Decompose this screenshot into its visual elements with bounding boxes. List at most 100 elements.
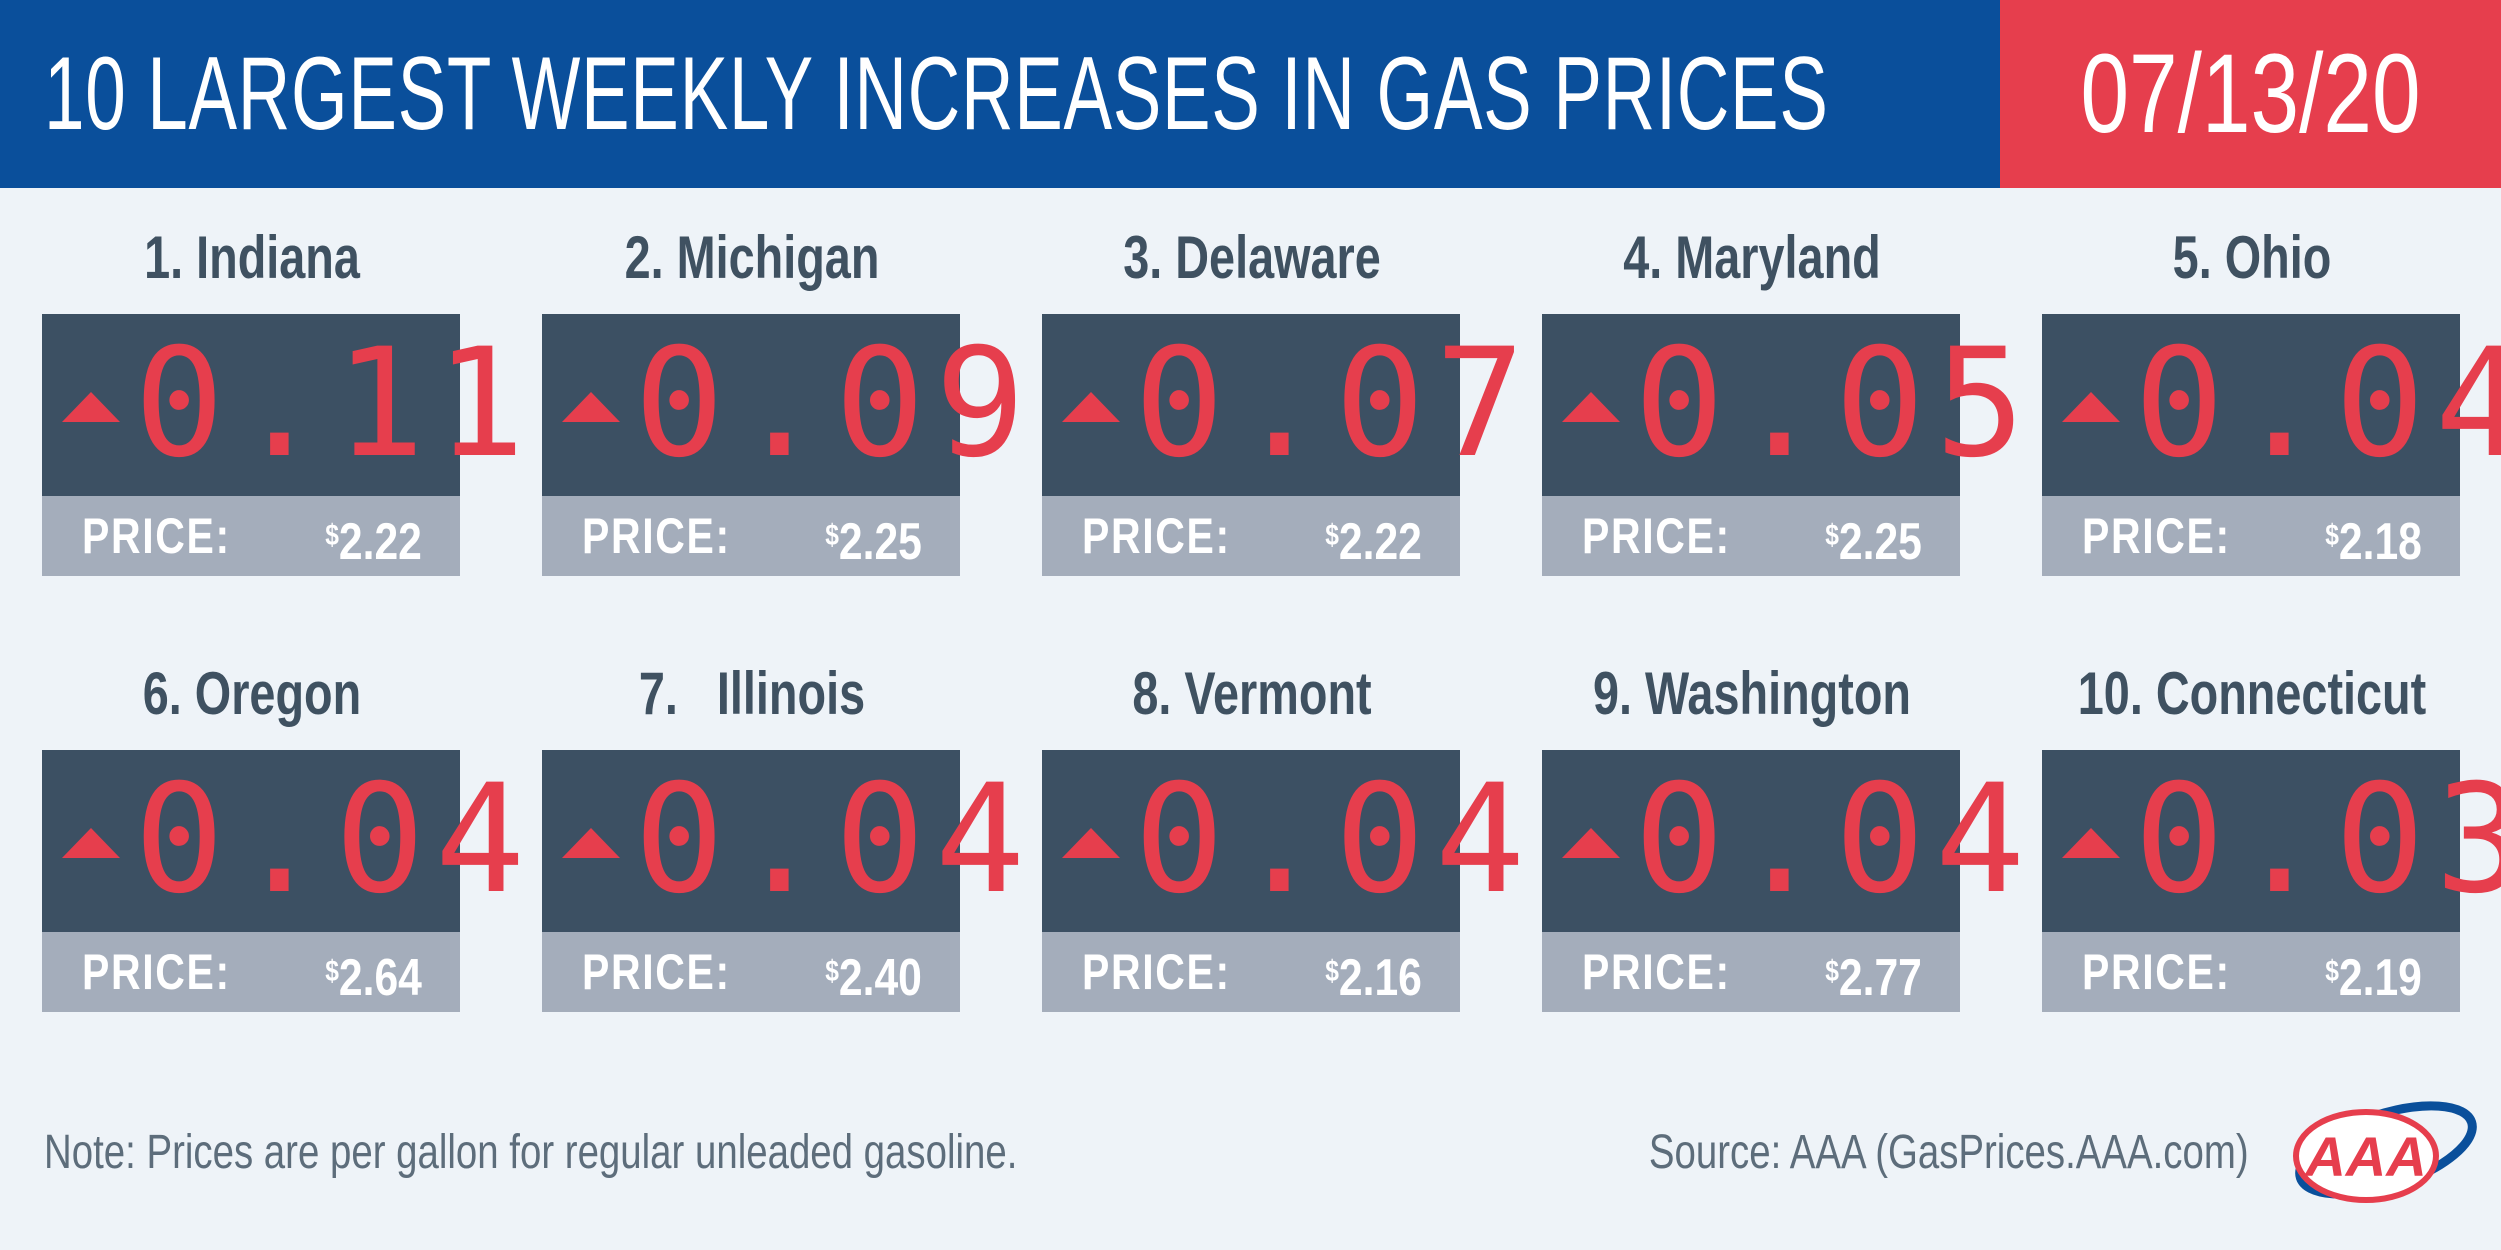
- price-label: PRICE:: [1582, 508, 1731, 564]
- price-change: 0.04: [634, 753, 1036, 927]
- change-panel: 0.11: [42, 314, 536, 496]
- title-bar: 10 LARGEST WEEKLY INCREASES IN GAS PRICE…: [0, 0, 2000, 188]
- price-bar: PRICE: $2.19: [2042, 932, 2460, 1012]
- triangle-up-icon: [62, 828, 120, 858]
- price-label: PRICE:: [1082, 944, 1231, 1000]
- change-panel: 0.04: [542, 750, 1036, 932]
- price-bar: PRICE: $2.25: [542, 496, 960, 576]
- source-credit: Source: AAA (GasPrices.AAA.com): [1649, 1126, 2249, 1179]
- price-value: $2.22: [1325, 496, 1422, 576]
- state-name: 2. Michigan: [624, 224, 880, 291]
- aaa-logo: AAA: [2293, 1101, 2477, 1203]
- price-bar: PRICE: $2.18: [2042, 496, 2460, 576]
- state-name: 5. Ohio: [2172, 224, 2332, 291]
- price-amount: 2.22: [1339, 513, 1422, 571]
- price-value: $2.40: [825, 932, 922, 1012]
- price-amount: 2.77: [1839, 949, 1922, 1007]
- price-value: $2.25: [825, 496, 922, 576]
- triangle-up-icon: [1562, 828, 1620, 858]
- price-change: 0.11: [134, 317, 536, 491]
- price-change: 0.09: [634, 317, 1036, 491]
- triangle-up-icon: [2062, 392, 2120, 422]
- triangle-up-icon: [62, 392, 120, 422]
- currency-symbol: $: [1825, 519, 1840, 552]
- triangle-up-icon: [562, 392, 620, 422]
- change-panel: 0.03: [2042, 750, 2501, 932]
- price-change: 0.04: [1134, 753, 1536, 927]
- state-name: 3. Delaware: [1123, 224, 1381, 291]
- price-bar: PRICE: $2.64: [42, 932, 460, 1012]
- price-bar: PRICE: $2.77: [1542, 932, 1960, 1012]
- currency-symbol: $: [1825, 955, 1840, 988]
- change-panel: 0.09: [542, 314, 1036, 496]
- price-value: $2.22: [325, 496, 422, 576]
- currency-symbol: $: [325, 519, 340, 552]
- price-bar: PRICE: $2.22: [1042, 496, 1460, 576]
- state-name: 10. Connecticut: [2077, 660, 2427, 727]
- price-value: $2.19: [2325, 932, 2422, 1012]
- price-amount: 2.25: [839, 513, 922, 571]
- price-amount: 2.18: [2339, 513, 2422, 571]
- change-panel: 0.07: [1042, 314, 1536, 496]
- price-value: $2.18: [2325, 496, 2422, 576]
- triangle-up-icon: [1062, 828, 1120, 858]
- price-label: PRICE:: [1582, 944, 1731, 1000]
- price-value: $2.77: [1825, 932, 1922, 1012]
- header: 10 LARGEST WEEKLY INCREASES IN GAS PRICE…: [0, 0, 2501, 188]
- price-value: $2.16: [1325, 932, 1422, 1012]
- change-panel: 0.04: [1542, 750, 2036, 932]
- triangle-up-icon: [562, 828, 620, 858]
- state-name: 9. Washington: [1592, 660, 1912, 727]
- change-panel: 0.04: [1042, 750, 1536, 932]
- price-amount: 2.16: [1339, 949, 1422, 1007]
- state-name: 7. Illinois: [638, 660, 866, 727]
- date-label: 07/13/20: [2080, 31, 2421, 156]
- state-name: 4. Maryland: [1623, 224, 1881, 291]
- price-amount: 2.22: [339, 513, 422, 571]
- currency-symbol: $: [2325, 519, 2340, 552]
- logo-text: AAA: [2303, 1125, 2426, 1188]
- price-amount: 2.64: [339, 949, 422, 1007]
- price-change: 0.04: [1634, 753, 2036, 927]
- date-bar: 07/13/20: [2000, 0, 2501, 188]
- price-bar: PRICE: $2.25: [1542, 496, 1960, 576]
- price-label: PRICE:: [2082, 508, 2231, 564]
- price-bar: PRICE: $2.16: [1042, 932, 1460, 1012]
- state-name: 1. Indiana: [144, 224, 360, 291]
- currency-symbol: $: [325, 955, 340, 988]
- state-name: 6. Oregon: [142, 660, 362, 727]
- page-title: 10 LARGEST WEEKLY INCREASES IN GAS PRICE…: [44, 36, 1829, 152]
- price-label: PRICE:: [1082, 508, 1231, 564]
- footnote: Note: Prices are per gallon for regular …: [44, 1126, 1018, 1179]
- price-label: PRICE:: [82, 508, 231, 564]
- currency-symbol: $: [1325, 955, 1340, 988]
- price-amount: 2.25: [1839, 513, 1922, 571]
- currency-symbol: $: [2325, 955, 2340, 988]
- price-label: PRICE:: [2082, 944, 2231, 1000]
- change-panel: 0.05: [1542, 314, 2036, 496]
- triangle-up-icon: [1562, 392, 1620, 422]
- price-amount: 2.19: [2339, 949, 2422, 1007]
- currency-symbol: $: [1325, 519, 1340, 552]
- price-label: PRICE:: [82, 944, 231, 1000]
- logo-oval: [2293, 1109, 2439, 1203]
- price-bar: PRICE: $2.22: [42, 496, 460, 576]
- price-change: 0.04: [134, 753, 536, 927]
- change-panel: 0.04: [42, 750, 536, 932]
- price-value: $2.25: [1825, 496, 1922, 576]
- currency-symbol: $: [825, 519, 840, 552]
- price-bar: PRICE: $2.40: [542, 932, 960, 1012]
- state-name: 8. Vermont: [1132, 660, 1372, 727]
- currency-symbol: $: [825, 955, 840, 988]
- price-change: 0.03: [2134, 753, 2501, 927]
- price-label: PRICE:: [582, 944, 731, 1000]
- triangle-up-icon: [1062, 392, 1120, 422]
- price-change: 0.05: [1634, 317, 2036, 491]
- change-panel: 0.04: [2042, 314, 2501, 496]
- price-change: 0.07: [1134, 317, 1536, 491]
- triangle-up-icon: [2062, 828, 2120, 858]
- price-value: $2.64: [325, 932, 422, 1012]
- price-change: 0.04: [2134, 317, 2501, 491]
- price-amount: 2.40: [839, 949, 922, 1007]
- price-label: PRICE:: [582, 508, 731, 564]
